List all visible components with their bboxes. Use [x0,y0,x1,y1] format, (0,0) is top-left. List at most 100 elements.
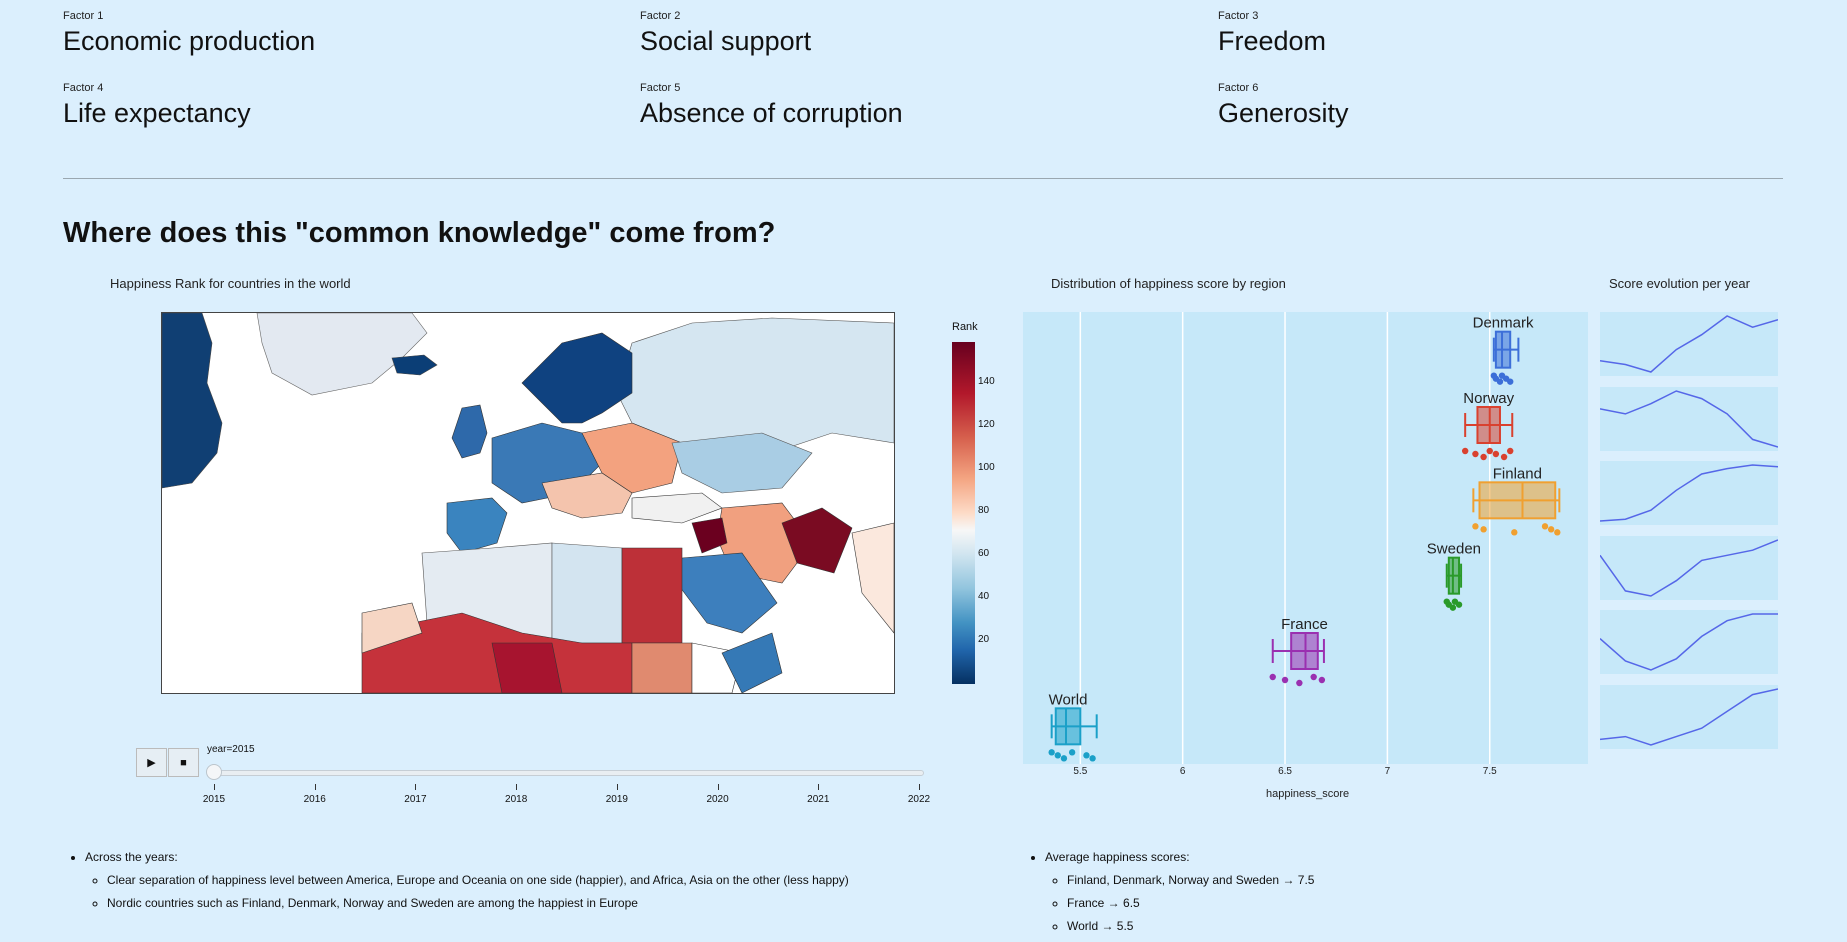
box[interactable] [1290,632,1319,670]
year-tick-label[interactable]: 2016 [303,794,326,805]
factor-label: Factor 6 [1218,82,1259,94]
sparkline-line [1599,687,1779,746]
factor-name: Generosity [1218,98,1349,128]
data-point[interactable] [1048,749,1055,756]
data-point[interactable] [1461,447,1469,455]
spark-title: Score evolution per year [1609,276,1750,291]
sparkline-svg [1599,687,1779,746]
series-label: Finland [1493,465,1542,482]
sparkline[interactable] [1599,535,1779,600]
factor-1: Factor 1 Economic production [63,10,623,57]
sparkline[interactable] [1599,312,1779,376]
x-tick-label: 6 [1179,766,1186,777]
data-point[interactable] [1310,673,1317,681]
data-point[interactable] [1507,378,1514,385]
data-point[interactable] [1083,752,1090,759]
slider-current-value: year=2015 [207,744,255,755]
year-tick-label[interactable]: 2017 [404,794,427,805]
year-tick-label[interactable]: 2020 [706,794,729,805]
factor-label: Factor 1 [63,10,104,22]
notes-left: Across the years: Clear separation of ha… [63,850,943,919]
list-item: Finland, Denmark, Norway and Sweden → 7.… [1067,873,1783,887]
data-point[interactable] [1269,673,1276,681]
boxplot-chart: Denmark Norway Finland Sweden France World [1023,312,1588,764]
year-tick [214,784,215,790]
series-label: France [1281,616,1328,633]
data-point[interactable] [1060,755,1068,762]
sparkline[interactable] [1599,386,1779,451]
data-point[interactable] [1449,604,1457,611]
year-slider[interactable] [210,770,924,776]
data-point[interactable] [1507,447,1514,455]
year-tick-label[interactable]: 2019 [605,794,628,805]
factor-2: Factor 2 Social support [640,10,1200,57]
data-point[interactable] [1068,749,1076,756]
box[interactable] [1054,707,1082,746]
data-point[interactable] [1318,676,1326,684]
sparkline-svg [1599,538,1779,597]
x-tick-label: 7.5 [1482,766,1497,777]
map-title: Happiness Rank for countries in the worl… [110,276,351,291]
data-point[interactable] [1500,453,1508,461]
slider-handle[interactable] [206,764,222,780]
data-point[interactable] [1089,755,1096,762]
data-point[interactable] [1554,529,1561,536]
sparkline[interactable] [1599,610,1778,674]
factor-5: Factor 5 Absence of corruption [640,82,1200,129]
box[interactable] [1476,406,1501,444]
series-label: Denmark [1473,315,1534,332]
series-label: Norway [1463,390,1514,407]
box[interactable] [1494,330,1512,369]
data-point[interactable] [1472,523,1479,530]
year-tick-label[interactable]: 2021 [807,794,830,805]
choropleth-map[interactable] [161,312,895,694]
section-heading: Where does this "common knowledge" come … [63,217,776,249]
list-item: France → 6.5 [1067,896,1783,910]
factor-4: Factor 4 Life expectancy [63,82,623,129]
factor-name: Economic production [63,26,316,56]
colorbar-tick: 100 [978,462,995,473]
sparkline[interactable] [1599,684,1779,749]
colorbar [952,342,975,684]
year-tick-label[interactable]: 2022 [907,794,931,805]
factor-label: Factor 2 [640,10,681,22]
data-point[interactable] [1054,752,1062,759]
stop-button[interactable]: ■ [168,748,199,777]
data-point[interactable] [1296,679,1303,687]
series-label: World [1049,691,1088,708]
year-tick-label[interactable]: 2015 [202,794,226,805]
data-point[interactable] [1455,601,1463,608]
box[interactable] [1478,481,1557,520]
sparkline-line [1599,464,1779,522]
sparkline-line [1599,389,1779,448]
sparkline-line [1599,613,1778,671]
data-point[interactable] [1492,450,1500,458]
data-point[interactable] [1486,447,1493,455]
data-point[interactable] [1281,676,1289,684]
year-tick-label[interactable]: 2018 [505,794,528,805]
factor-name: Absence of corruption [640,98,903,128]
colorbar-tick: 140 [978,376,995,387]
data-point[interactable] [1480,453,1487,461]
plot-area [1023,312,1588,764]
colorbar-tick: 120 [978,419,995,430]
data-point[interactable] [1480,526,1487,533]
boxplot-xlabel: happiness_score [1266,788,1350,800]
year-tick [516,784,518,790]
sparkline-svg [1599,464,1779,522]
colorbar-tick: 40 [978,591,990,602]
play-button[interactable]: ▶ [136,748,167,777]
play-icon: ▶ [147,757,156,769]
box[interactable] [1447,556,1461,595]
factor-label: Factor 4 [63,82,104,94]
data-point[interactable] [1547,526,1555,533]
data-point[interactable] [1541,523,1549,530]
boxplot-title: Distribution of happiness score by regio… [1051,276,1286,291]
sparkline[interactable] [1599,461,1779,525]
data-point[interactable] [1511,529,1518,536]
data-point[interactable] [1472,450,1479,458]
colorbar-tick: 20 [978,634,990,645]
factor-3: Factor 3 Freedom [1218,10,1778,57]
data-point[interactable] [1496,378,1504,385]
year-tick [616,784,618,790]
